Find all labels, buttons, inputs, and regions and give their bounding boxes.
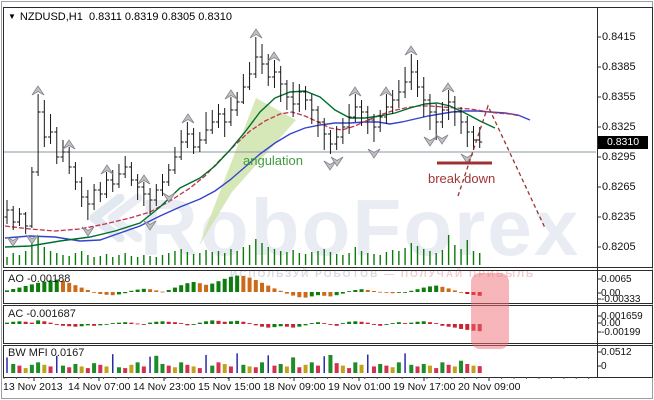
ao-axis-label: 0.00 (601, 288, 621, 299)
ao-indicator-label: AO -0.00188 (8, 273, 71, 285)
ac-axis-label: -0.00199 (601, 327, 641, 338)
angulation-annotation: angulation (243, 153, 303, 168)
watermark-slogan: ИСПОЛЬЗУЙ РОБОТОВ — ПОЛУЧАЙ ПРИБЫЛЬ (230, 269, 535, 280)
time-axis-label: 18 Nov 09:00 (263, 381, 326, 393)
price-axis-label: 0.8205 (602, 241, 636, 253)
time-axis-label: 19 Nov 17:00 (393, 381, 456, 393)
ao-indicator-panel[interactable] (3, 270, 653, 304)
price-axis-label: 0.8415 (602, 31, 636, 43)
watermark-brand: RoboForex (140, 183, 581, 272)
time-axis-label: 14 Nov 07:00 (68, 381, 131, 393)
ac-indicator-panel[interactable] (3, 305, 653, 344)
current-price-tag: 0.8310 (598, 136, 648, 149)
price-axis-label: 0.8265 (602, 181, 636, 193)
breakdown-annotation: break down (428, 171, 496, 186)
time-axis-label: 13 Nov 2013 (3, 381, 63, 393)
watermark-slogan-part2: — ПОЛУЧАЙ ПРИБЫЛЬ (379, 269, 536, 280)
watermark-slogan-part1: ИСПОЛЬЗУЙ РОБОТОВ (230, 269, 380, 280)
ac-axis-label: 0.001659 (601, 311, 643, 322)
time-axis-label: 19 Nov 01:00 (328, 381, 391, 393)
price-axis-label: 0.8295 (602, 151, 636, 163)
ao-axis-label: -0.00333 (601, 294, 641, 305)
chart-legend[interactable]: ▼ NZDUSD,H1 0.8311 0.8319 0.8305 0.8310 (8, 11, 232, 23)
main-chart-panel[interactable] (3, 7, 653, 268)
legend-symbol: NZDUSD,H1 (19, 11, 83, 23)
mfi-axis-label: 0 (601, 361, 607, 372)
mfi-indicator-panel[interactable] (3, 345, 653, 378)
price-axis-label: 0.8235 (602, 211, 636, 223)
ac-axis-label: 0.00 (601, 318, 621, 329)
ac-indicator-label: AC -0.001687 (8, 308, 76, 320)
price-axis-separator (597, 7, 598, 377)
mfi-indicator-label: BW MFI 0.0167 (8, 347, 85, 359)
chevron-down-icon[interactable]: ▼ (8, 12, 16, 21)
price-axis-label: 0.8355 (602, 91, 636, 103)
mfi-axis-label: 0.0512 (601, 347, 632, 358)
bearish-highlight-zone (471, 273, 509, 349)
ao-axis-label: 0.0065 (601, 274, 632, 285)
time-axis-label: 14 Nov 23:00 (133, 381, 196, 393)
time-axis-label: 15 Nov 15:00 (198, 381, 261, 393)
time-axis-label: 20 Nov 09:00 (458, 381, 521, 393)
price-axis-label: 0.8385 (602, 61, 636, 73)
price-axis-label: 0.8325 (602, 121, 636, 133)
legend-ohlc: 0.8311 0.8319 0.8305 0.8310 (89, 11, 232, 23)
